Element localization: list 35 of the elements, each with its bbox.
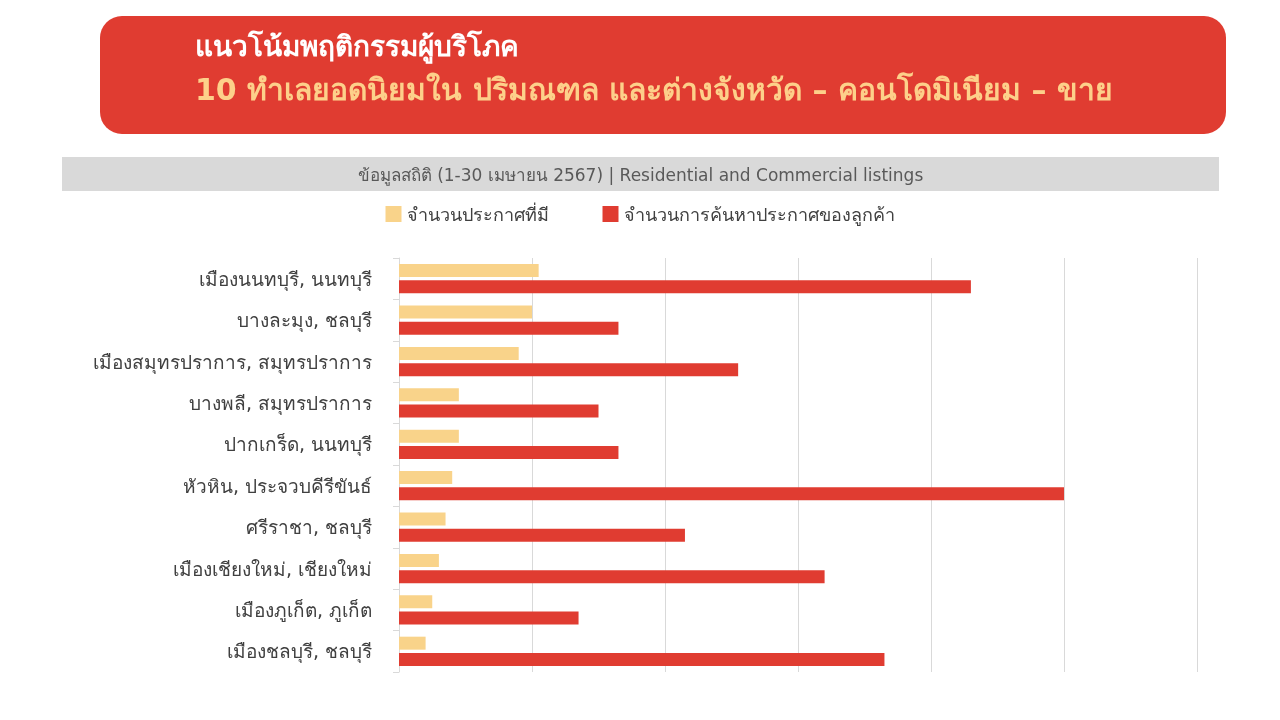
y-tick-label: บางพลี, สมุทรปราการ — [188, 391, 372, 416]
y-tick-label: ศรีราชา, ชลบุรี — [245, 516, 372, 541]
bar — [399, 429, 459, 443]
y-tick-label: เมืองเชียงใหม่, เชียงใหม่ — [172, 557, 372, 580]
chart-subtitle: 10 ทำเลยอดนิยมใน ปริมณฑล และต่างจังหวัด – คอนโดมิเนียม – ขาย — [195, 71, 1113, 109]
y-tick-label: เมืองภูเก็ต, ภูเก็ต — [234, 597, 372, 622]
bar — [399, 553, 439, 567]
legend-label: จำนวนประกาศที่มี — [406, 201, 549, 225]
bar — [399, 445, 619, 459]
bar — [399, 404, 599, 418]
y-tick-label: เมืองชลบุรี, ชลบุรี — [226, 640, 372, 665]
bar — [399, 570, 825, 584]
text: ข้อมูลสถิติ (1-30 เมษายน 2567) | Residential and Commercial listings — [357, 163, 924, 188]
y-tick-label: หัวหิน, ประจวบคีรีขันธ์ — [182, 474, 372, 497]
y-tick-label: บางละมุง, ชลบุรี — [236, 309, 372, 334]
bar — [399, 305, 532, 319]
y-tick-label: เมืองนนทบุรี, นนทบุรี — [198, 267, 372, 292]
chart-title: แนวโน้มพฤติกรรมผู้บริโภค — [195, 29, 519, 66]
bar — [399, 264, 539, 278]
bar — [399, 595, 433, 609]
y-tick-label: ปากเกร็ด, นนทบุรี — [223, 432, 372, 458]
bar — [399, 363, 739, 377]
bar — [399, 321, 619, 335]
bar — [399, 471, 453, 485]
bar — [399, 611, 579, 625]
bar — [399, 388, 459, 402]
bar — [399, 652, 885, 666]
legend-label: จำนวนการค้นหาประกาศของลูกค้า — [623, 203, 895, 226]
bar — [399, 528, 685, 542]
bar — [399, 487, 1064, 501]
bar — [399, 280, 971, 294]
bar — [399, 636, 426, 650]
bar — [399, 346, 519, 360]
bar — [399, 512, 446, 526]
y-tick-label: เมืองสมุทรปราการ, สมุทรปราการ — [92, 350, 372, 375]
